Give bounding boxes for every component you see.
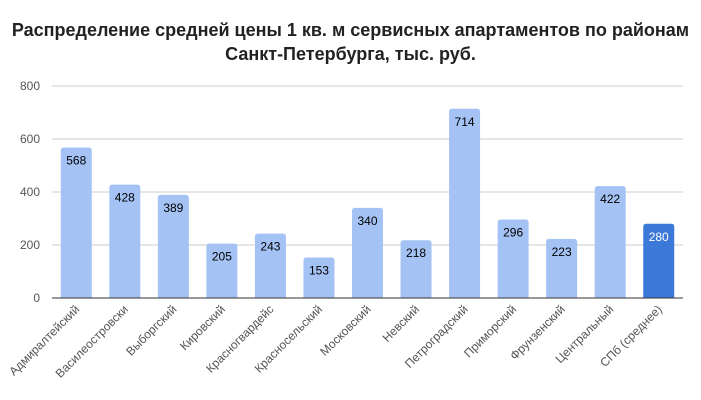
- bar-4: [254, 233, 286, 298]
- chart-title-line-1: Распределение средней цены 1 кв. м серви…: [11, 20, 690, 40]
- bar-7: [400, 240, 432, 298]
- bar-11: [594, 186, 626, 298]
- bar-1: [109, 184, 141, 298]
- data-label-10: 223: [552, 245, 572, 259]
- bar-8: [449, 108, 481, 298]
- chart-title-line-2: Санкт-Петербурга, тыс. руб.: [225, 44, 476, 64]
- bar-3: [206, 243, 238, 298]
- bar-9: [497, 219, 529, 298]
- bar-0: [60, 147, 92, 298]
- data-label-7: 218: [406, 246, 426, 260]
- data-label-5: 153: [309, 263, 329, 277]
- x-tick-label-6: Московский: [317, 302, 373, 358]
- data-label-9: 296: [503, 226, 523, 240]
- x-tick-label-7: Невский: [380, 302, 423, 345]
- data-label-3: 205: [212, 250, 232, 264]
- bar-10: [546, 238, 578, 298]
- y-tick-label-200: 200: [20, 238, 40, 252]
- data-label-1: 428: [115, 191, 135, 205]
- data-label-11: 422: [600, 192, 620, 206]
- bar-5: [303, 257, 335, 298]
- bar-2: [157, 194, 189, 298]
- data-label-6: 340: [357, 214, 377, 228]
- x-tick-label-2: Выборгский: [123, 302, 179, 358]
- chart-title: Распределение средней цены 1 кв. м серви…: [0, 18, 701, 66]
- y-tick-label-600: 600: [20, 132, 40, 146]
- data-label-0: 568: [66, 153, 86, 167]
- data-label-8: 714: [455, 115, 475, 129]
- data-label-12: 280: [649, 230, 669, 244]
- y-tick-label-0: 0: [33, 291, 40, 305]
- x-tick-label-3: Кировский: [177, 302, 228, 353]
- bar-6: [352, 207, 383, 298]
- y-tick-label-400: 400: [20, 185, 40, 199]
- y-tick-label-800: 800: [20, 79, 40, 93]
- data-label-2: 389: [163, 201, 183, 215]
- bar-12: [643, 223, 675, 298]
- data-label-4: 243: [260, 240, 280, 254]
